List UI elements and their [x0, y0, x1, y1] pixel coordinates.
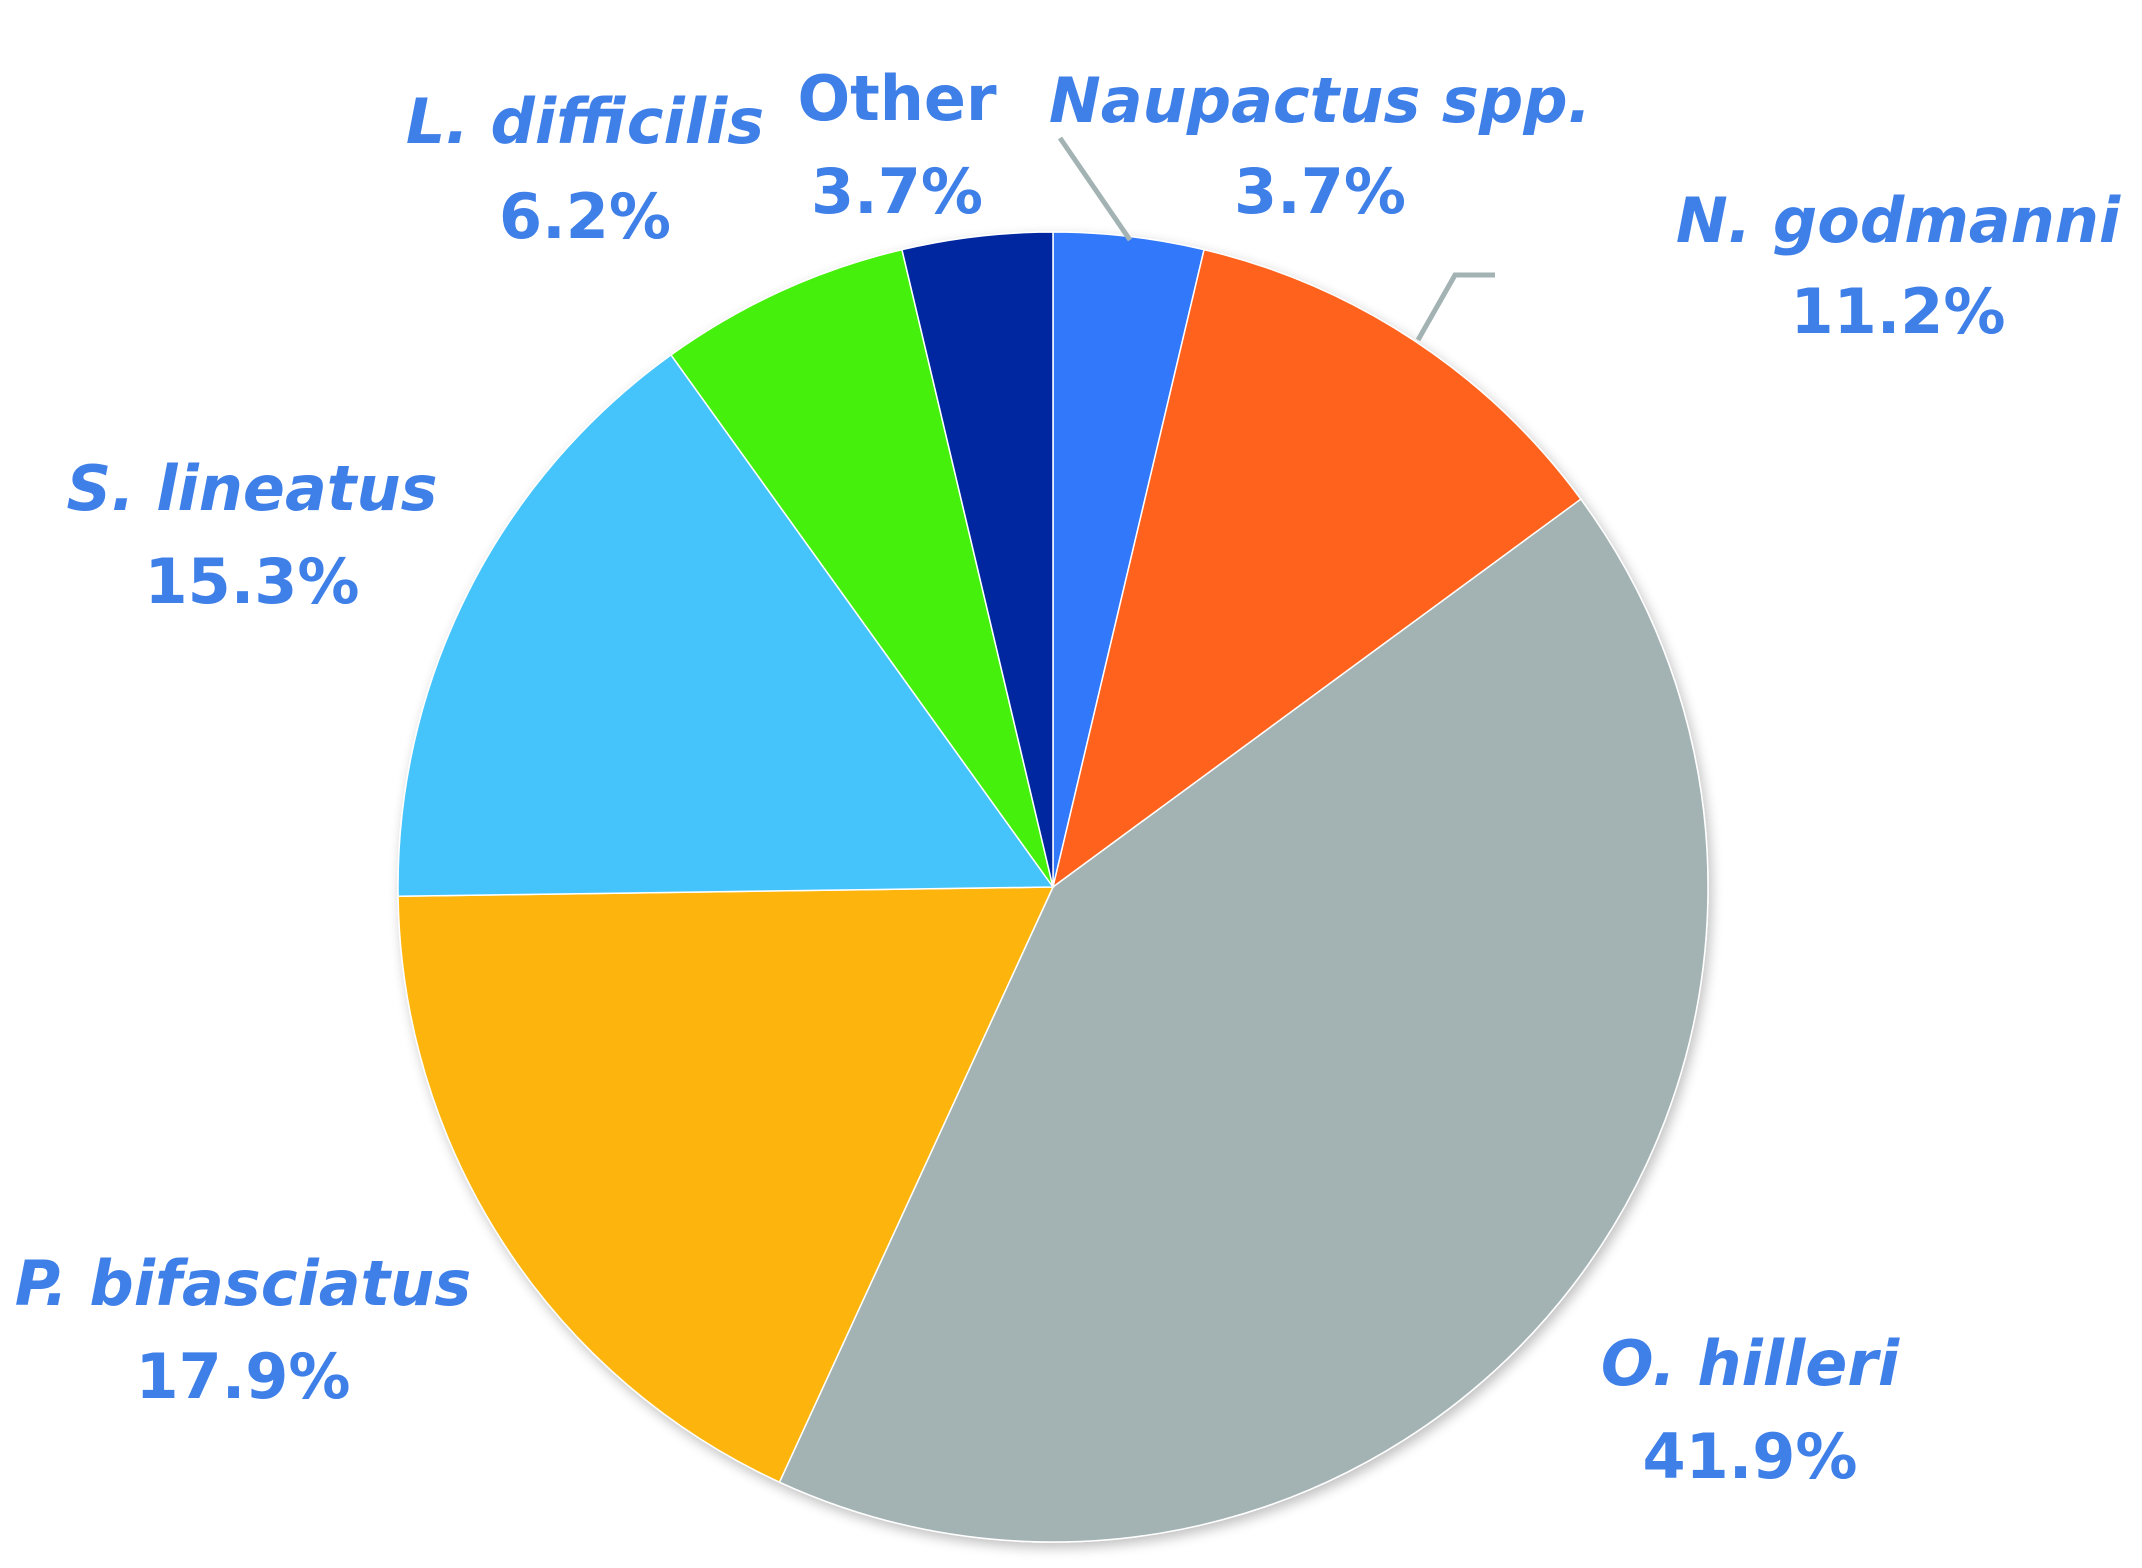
data-label-difficilis: L. difficilis 6.2% [406, 85, 764, 253]
data-label-name: S. lineatus [66, 452, 437, 525]
data-label-value: 3.7% [1234, 155, 1406, 228]
leader-lines [1057, 136, 1495, 342]
pie-slices [397, 231, 1709, 1543]
data-label-name: O. hilleri [1601, 1327, 1900, 1400]
data-label-name: P. bifasciatus [15, 1247, 471, 1320]
data-label-value: 17.9% [135, 1340, 350, 1413]
data-label-bifasciatus: P. bifasciatus 17.9% [15, 1247, 471, 1413]
data-label-lineatus: S. lineatus 15.3% [66, 452, 437, 618]
data-label-name: N. godmanni [1676, 184, 2121, 257]
pie-slice-n-godmanni [1051, 248, 1582, 889]
data-label-godmanni: N. godmanni 11.2% [1676, 184, 2121, 348]
pie-slice-l-difficilis [669, 248, 1054, 888]
data-label-value: 15.3% [144, 545, 359, 618]
pie-slice-s-lineatus [397, 353, 1055, 898]
data-label-value: 41.9% [1642, 1420, 1857, 1493]
pie-slice-p-bifasciatus [397, 886, 1055, 1484]
data-label-value: 6.2% [499, 180, 671, 253]
data-label-value: 11.2% [1790, 275, 2005, 348]
pie-slice-other [901, 231, 1054, 888]
data-label-name: Naupactus spp. [1049, 64, 1591, 137]
pie-slice-o-hilleri [778, 498, 1709, 1543]
data-label-name: Other [797, 62, 997, 135]
data-label-hilleri: O. hilleri 41.9% [1601, 1327, 1900, 1493]
data-label-value: 3.7% [811, 155, 983, 228]
data-label-other: Other 3.7% [797, 62, 997, 228]
leader-line-godmanni [1415, 272, 1495, 342]
leader-line-naupactus [1057, 136, 1133, 242]
data-label-name: L. difficilis [406, 85, 764, 158]
data-label-naupactus: Naupactus spp. 3.7% [1049, 64, 1591, 228]
